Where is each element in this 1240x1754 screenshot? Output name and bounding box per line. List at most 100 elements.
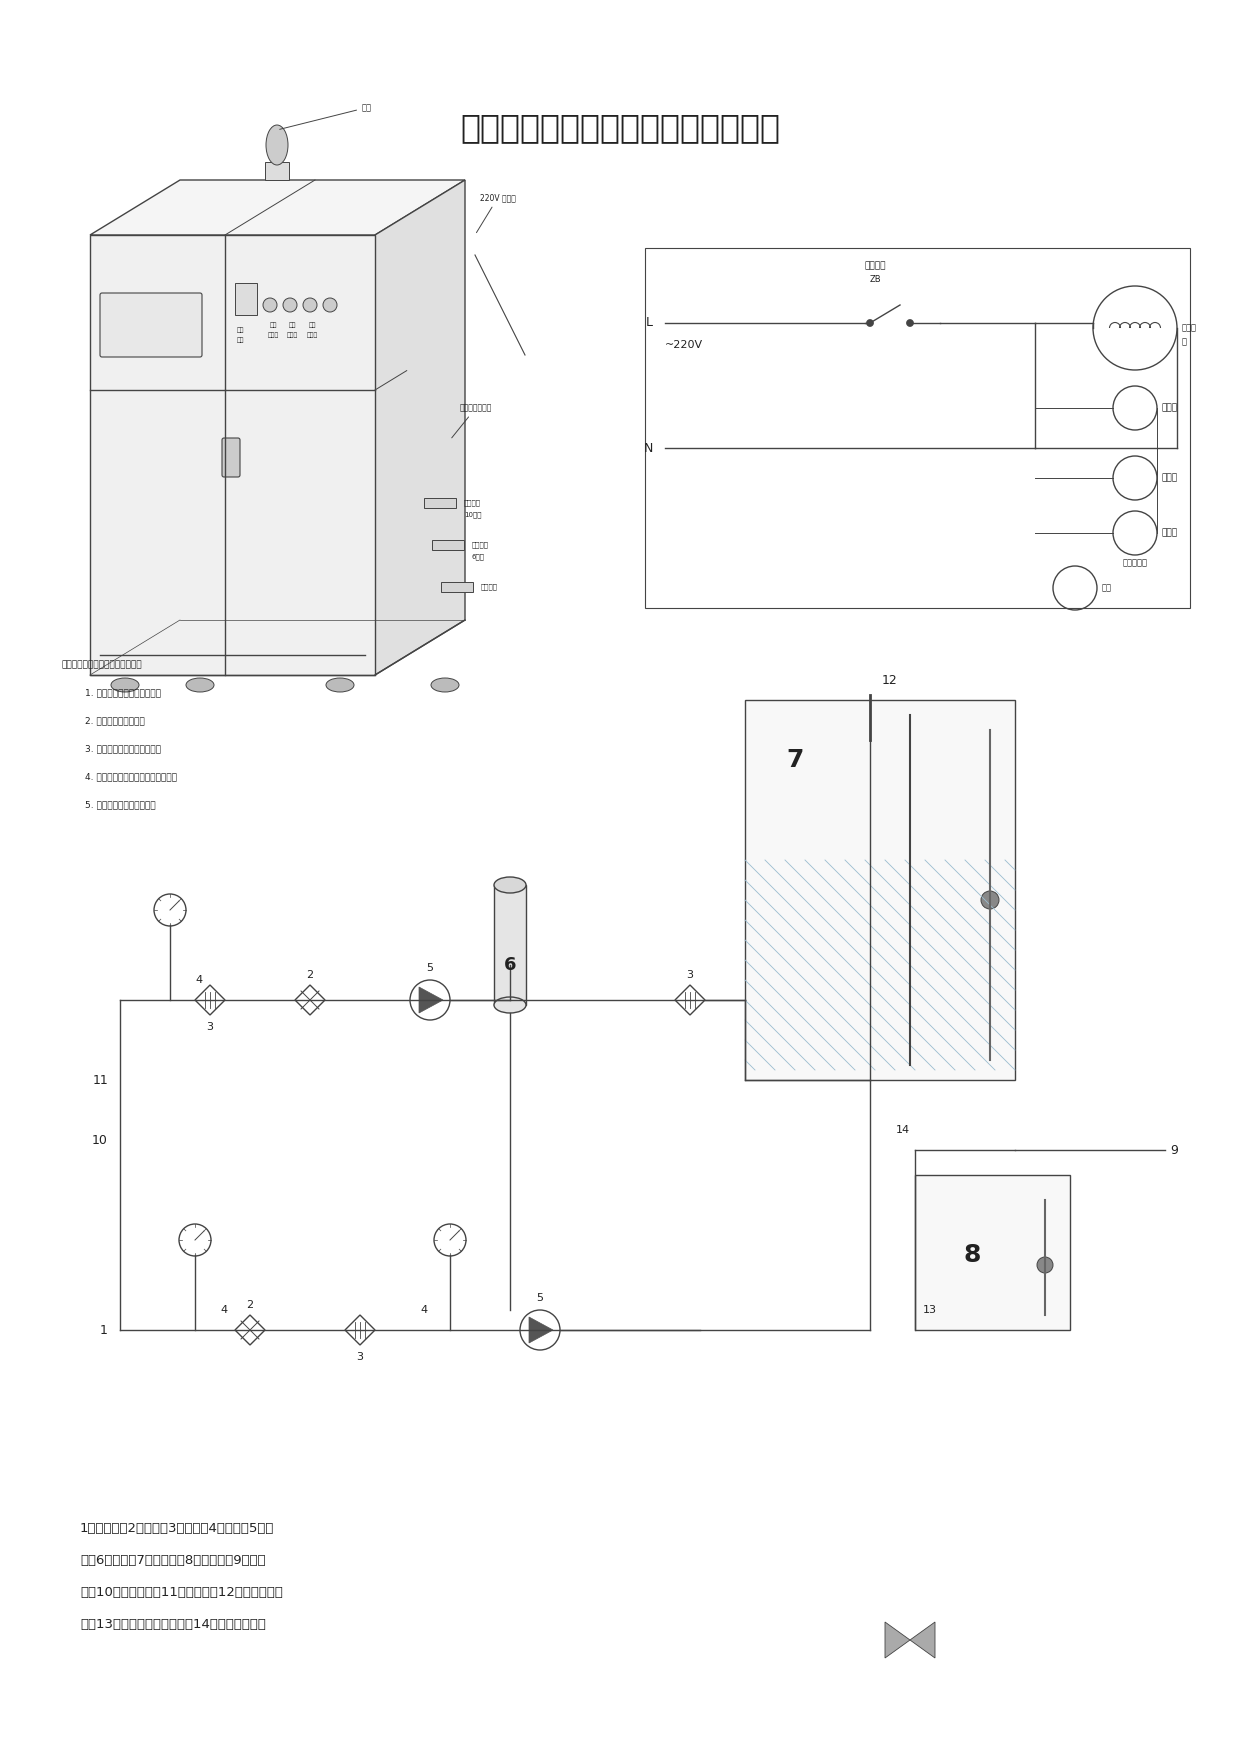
Ellipse shape — [112, 679, 139, 693]
Ellipse shape — [432, 679, 459, 693]
Text: 3: 3 — [687, 970, 693, 980]
Text: 泵；6比例器；7混合液箱；8脱模原料；9污水排: 泵；6比例器；7混合液箱；8脱模原料；9污水排 — [81, 1554, 265, 1566]
FancyBboxPatch shape — [100, 293, 202, 358]
Text: 4. 把脱模剂吸管安放入脱模剂原料中: 4. 把脱模剂吸管安放入脱模剂原料中 — [86, 772, 177, 782]
Ellipse shape — [326, 679, 353, 693]
Text: 8: 8 — [963, 1244, 981, 1266]
Bar — [645, 247, 1190, 609]
Circle shape — [263, 298, 277, 312]
Text: 器；13脱模原料液位感应器；14脱模原料吸管；: 器；13脱模原料液位感应器；14脱模原料吸管； — [81, 1617, 265, 1631]
Text: 1进水接口；2电磁阀；3过滤器；4压力表；5压力: 1进水接口；2电磁阀；3过滤器；4压力表；5压力 — [81, 1521, 274, 1535]
Polygon shape — [910, 1622, 935, 1658]
Text: 6分管: 6分管 — [472, 554, 485, 560]
Bar — [432, 540, 464, 551]
Text: ~220V: ~220V — [665, 340, 703, 351]
Text: 2: 2 — [306, 970, 314, 980]
Text: 3. 进水管和脱模剂吸管入管道: 3. 进水管和脱模剂吸管入管道 — [86, 744, 161, 754]
Circle shape — [1037, 1258, 1053, 1273]
Text: L: L — [646, 316, 653, 330]
Text: 报警灯: 报警灯 — [1162, 474, 1178, 482]
Text: 开关: 开关 — [237, 337, 244, 342]
Text: 电器: 电器 — [237, 328, 244, 333]
Circle shape — [410, 980, 450, 1021]
Text: 工作灯: 工作灯 — [1162, 403, 1178, 412]
Text: 5: 5 — [427, 963, 434, 973]
Circle shape — [867, 319, 873, 326]
Circle shape — [981, 891, 999, 909]
Text: 电磁阀示灯: 电磁阀示灯 — [1122, 558, 1147, 568]
Text: N: N — [644, 442, 653, 454]
Bar — [91, 235, 374, 675]
Text: 13: 13 — [923, 1305, 937, 1316]
Polygon shape — [91, 181, 465, 235]
Text: 9: 9 — [1171, 1144, 1178, 1156]
Text: 2: 2 — [247, 1300, 253, 1310]
Text: 5: 5 — [537, 1293, 543, 1303]
Circle shape — [906, 319, 914, 326]
Bar — [745, 700, 1016, 1080]
Circle shape — [283, 298, 298, 312]
Text: 停止: 停止 — [309, 323, 316, 328]
Polygon shape — [295, 986, 325, 1016]
Text: 220V 电源线: 220V 电源线 — [476, 193, 516, 233]
Polygon shape — [374, 181, 465, 675]
Text: 指示灯: 指示灯 — [306, 332, 317, 339]
Text: 3: 3 — [357, 1352, 363, 1363]
Polygon shape — [529, 1317, 553, 1344]
Circle shape — [322, 298, 337, 312]
Text: 泵: 泵 — [1182, 337, 1187, 347]
Text: 1. 气管插入进气接口快速接头: 1. 气管插入进气接口快速接头 — [86, 689, 161, 698]
Text: 脱模剂: 脱模剂 — [1182, 323, 1197, 333]
Bar — [236, 282, 257, 316]
Text: 报警: 报警 — [280, 103, 372, 130]
Bar — [424, 498, 456, 509]
Ellipse shape — [494, 996, 526, 1014]
Bar — [746, 859, 1013, 1070]
Text: 出水接口: 出水接口 — [481, 584, 498, 591]
Text: 11: 11 — [92, 1073, 108, 1086]
Text: 10: 10 — [92, 1133, 108, 1147]
Text: 指示灯: 指示灯 — [286, 332, 298, 339]
Text: 运行: 运行 — [288, 323, 296, 328]
Text: ZB: ZB — [869, 275, 880, 284]
Text: 脱模剂配比机工作原理及安装示意图: 脱模剂配比机工作原理及安装示意图 — [460, 112, 780, 144]
Text: 进气接口: 进气接口 — [464, 500, 481, 507]
Ellipse shape — [494, 877, 526, 893]
Text: 安装说明：请按以下步骤开机启动: 安装说明：请按以下步骤开机启动 — [62, 661, 143, 670]
Text: 2. 进水管插入进水接头: 2. 进水管插入进水接头 — [86, 716, 145, 726]
Ellipse shape — [267, 125, 288, 165]
Text: 4: 4 — [195, 975, 202, 986]
Text: 指示灯: 指示灯 — [268, 332, 279, 339]
Text: 12: 12 — [882, 674, 898, 686]
Text: 4: 4 — [219, 1305, 227, 1316]
Text: 出；10混合液出口；11进气接口；12水箱液位感应: 出；10混合液出口；11进气接口；12水箱液位感应 — [81, 1586, 283, 1598]
Text: 水泵: 水泵 — [1102, 584, 1112, 593]
Text: 10厘管: 10厘管 — [464, 512, 481, 517]
Ellipse shape — [186, 679, 215, 693]
Polygon shape — [419, 988, 443, 1014]
Text: 脱模剂探头吸管: 脱模剂探头吸管 — [451, 403, 492, 438]
Text: 1: 1 — [100, 1324, 108, 1337]
Text: 进水接口: 进水接口 — [472, 542, 489, 549]
Bar — [494, 886, 526, 1005]
Polygon shape — [195, 986, 224, 1016]
FancyBboxPatch shape — [222, 438, 241, 477]
Circle shape — [303, 298, 317, 312]
Polygon shape — [675, 986, 706, 1016]
Circle shape — [520, 1310, 560, 1351]
Circle shape — [154, 895, 186, 926]
Text: 电源: 电源 — [269, 323, 277, 328]
Circle shape — [179, 1224, 211, 1256]
Text: 电源开关: 电源开关 — [864, 261, 885, 270]
Text: 蜂鸣器: 蜂鸣器 — [1162, 528, 1178, 537]
Text: 14: 14 — [895, 1124, 910, 1135]
Text: 3: 3 — [207, 1023, 213, 1031]
Polygon shape — [236, 1316, 265, 1345]
Text: 6: 6 — [503, 956, 516, 973]
Circle shape — [434, 1224, 466, 1256]
Text: 7: 7 — [786, 747, 804, 772]
Polygon shape — [885, 1622, 910, 1658]
Text: 4: 4 — [420, 1305, 427, 1316]
Bar — [441, 582, 472, 593]
Bar — [265, 161, 289, 181]
